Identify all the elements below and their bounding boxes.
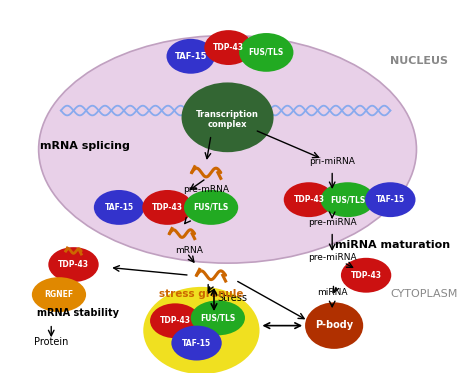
Ellipse shape bbox=[191, 301, 245, 335]
Ellipse shape bbox=[365, 182, 416, 217]
Text: stress granule: stress granule bbox=[159, 288, 244, 299]
Text: mRNA splicing: mRNA splicing bbox=[40, 141, 130, 151]
Text: FUS/TLS: FUS/TLS bbox=[200, 313, 236, 323]
Ellipse shape bbox=[142, 190, 192, 225]
Ellipse shape bbox=[166, 39, 215, 74]
Ellipse shape bbox=[143, 287, 260, 374]
Ellipse shape bbox=[38, 36, 417, 263]
Text: pri-miRNA: pri-miRNA bbox=[309, 157, 355, 166]
Text: TDP-43: TDP-43 bbox=[58, 260, 89, 269]
Ellipse shape bbox=[204, 30, 253, 65]
Ellipse shape bbox=[172, 326, 222, 360]
Ellipse shape bbox=[94, 190, 144, 225]
Text: miRNA: miRNA bbox=[317, 288, 347, 297]
Ellipse shape bbox=[320, 182, 375, 217]
Ellipse shape bbox=[184, 190, 238, 225]
Text: TDP-43: TDP-43 bbox=[293, 195, 324, 204]
Text: NUCLEUS: NUCLEUS bbox=[390, 56, 448, 66]
Text: TAF-15: TAF-15 bbox=[174, 52, 207, 61]
Text: pre-miRNA: pre-miRNA bbox=[308, 253, 356, 262]
Text: FUS/TLS: FUS/TLS bbox=[249, 48, 284, 57]
Text: miRNA maturation: miRNA maturation bbox=[335, 240, 450, 250]
Ellipse shape bbox=[284, 182, 334, 217]
Text: Protein: Protein bbox=[34, 337, 68, 347]
Text: FUS/TLS: FUS/TLS bbox=[193, 203, 229, 212]
Ellipse shape bbox=[150, 303, 201, 338]
Ellipse shape bbox=[48, 247, 99, 282]
Text: TDP-43: TDP-43 bbox=[213, 43, 244, 52]
Text: TDP-43: TDP-43 bbox=[152, 203, 183, 212]
Text: TDP-43: TDP-43 bbox=[351, 271, 382, 280]
Text: Stress: Stress bbox=[218, 293, 248, 304]
Ellipse shape bbox=[341, 258, 391, 293]
Text: TAF-15: TAF-15 bbox=[182, 338, 211, 348]
Text: mRNA stability: mRNA stability bbox=[36, 308, 118, 318]
Text: RGNEF: RGNEF bbox=[45, 290, 73, 299]
Text: pre-miRNA: pre-miRNA bbox=[308, 218, 356, 227]
Ellipse shape bbox=[239, 33, 293, 72]
Ellipse shape bbox=[182, 83, 273, 152]
Ellipse shape bbox=[305, 302, 363, 349]
Text: P-body: P-body bbox=[315, 319, 353, 330]
Text: FUS/TLS: FUS/TLS bbox=[330, 195, 365, 204]
Text: pre-mRNA: pre-mRNA bbox=[183, 185, 229, 194]
Text: TAF-15: TAF-15 bbox=[104, 203, 134, 212]
Text: TDP-43: TDP-43 bbox=[160, 316, 191, 325]
Text: CYTOPLASM: CYTOPLASM bbox=[390, 288, 458, 299]
Text: TAF-15: TAF-15 bbox=[376, 195, 405, 204]
Text: mRNA: mRNA bbox=[175, 246, 203, 255]
Ellipse shape bbox=[32, 277, 86, 312]
Text: Transcription
complex: Transcription complex bbox=[196, 110, 259, 129]
